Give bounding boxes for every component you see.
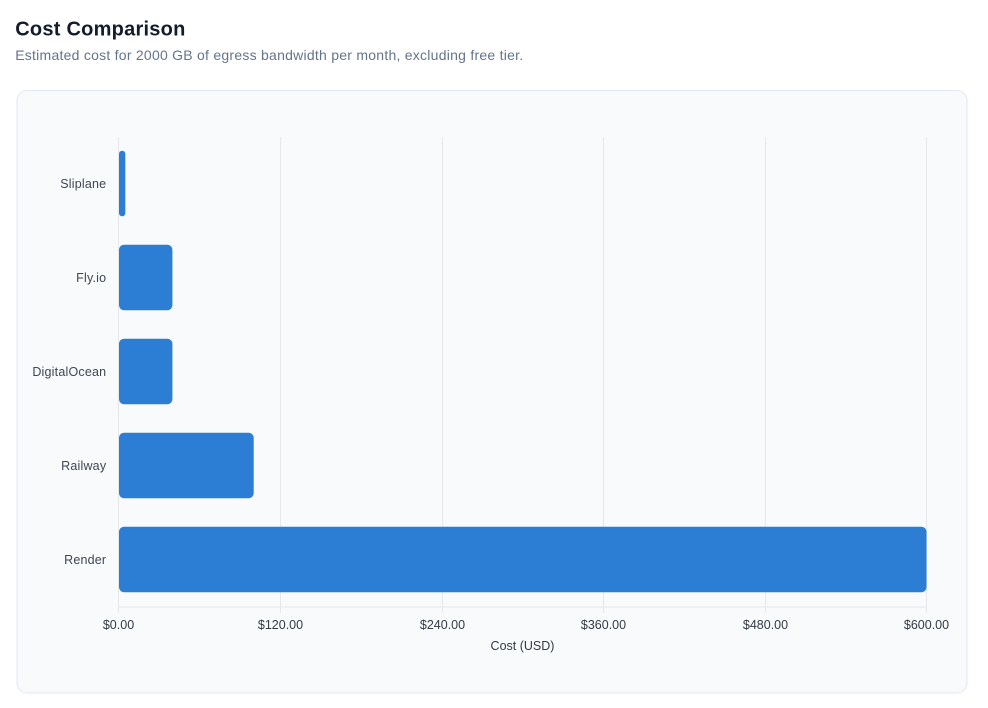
svg-text:$0.00: $0.00 xyxy=(103,618,134,632)
svg-text:Render: Render xyxy=(64,553,106,567)
svg-text:$600.00: $600.00 xyxy=(904,618,949,632)
svg-text:Cost (USD): Cost (USD) xyxy=(491,639,555,653)
svg-text:$360.00: $360.00 xyxy=(581,618,626,632)
svg-text:Cost Comparison: Cost Comparison xyxy=(15,19,185,41)
svg-text:$240.00: $240.00 xyxy=(420,618,465,632)
svg-text:Estimated cost for 2000 GB of: Estimated cost for 2000 GB of egress ban… xyxy=(15,47,523,63)
svg-text:$120.00: $120.00 xyxy=(258,618,303,632)
svg-text:Sliplane: Sliplane xyxy=(60,177,106,191)
svg-text:$480.00: $480.00 xyxy=(743,618,788,632)
svg-text:DigitalOcean: DigitalOcean xyxy=(32,365,106,379)
svg-text:Railway: Railway xyxy=(61,459,107,473)
svg-text:Fly.io: Fly.io xyxy=(76,271,106,285)
